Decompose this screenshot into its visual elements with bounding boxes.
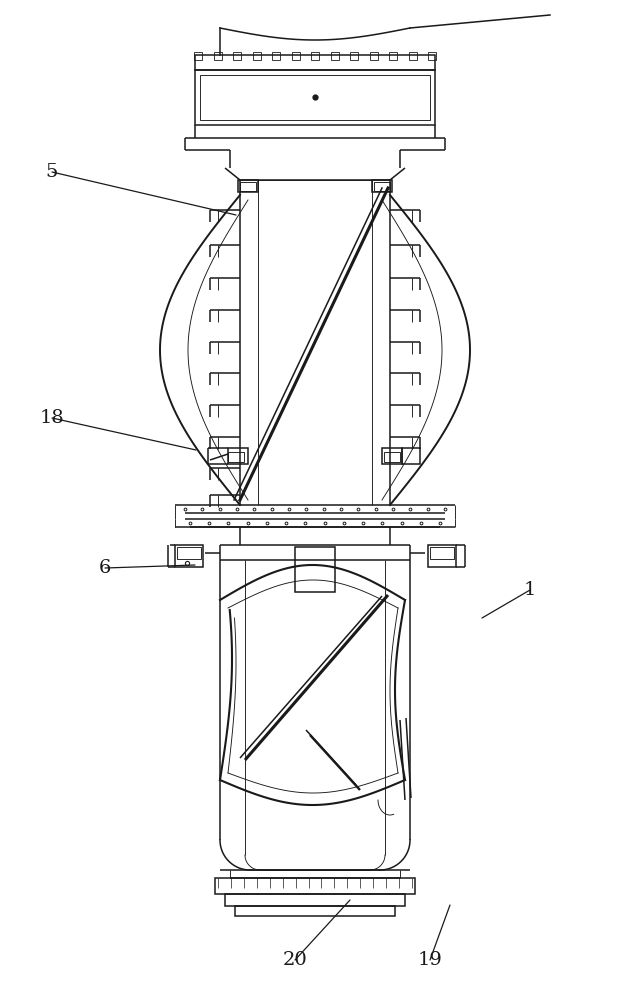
- Bar: [175, 545, 203, 567]
- Bar: [214, 52, 222, 60]
- Bar: [370, 52, 377, 60]
- Text: 19: 19: [418, 951, 442, 969]
- Bar: [253, 52, 260, 60]
- Bar: [428, 545, 456, 567]
- Bar: [430, 547, 454, 559]
- Bar: [195, 55, 435, 70]
- Bar: [240, 182, 256, 191]
- Bar: [228, 452, 244, 462]
- Text: 18: 18: [40, 409, 64, 427]
- Bar: [194, 52, 202, 60]
- Bar: [382, 448, 402, 464]
- Bar: [374, 182, 390, 191]
- Bar: [292, 52, 299, 60]
- Text: 20: 20: [283, 951, 307, 969]
- Bar: [295, 547, 335, 592]
- Bar: [408, 52, 416, 60]
- Bar: [225, 894, 405, 906]
- Bar: [428, 52, 436, 60]
- Bar: [372, 180, 392, 192]
- Bar: [331, 52, 338, 60]
- Bar: [384, 452, 400, 462]
- Bar: [238, 180, 258, 192]
- Bar: [350, 52, 358, 60]
- Bar: [402, 448, 420, 464]
- Bar: [389, 52, 397, 60]
- Bar: [177, 547, 201, 559]
- Bar: [200, 75, 430, 120]
- Text: 6: 6: [99, 559, 111, 577]
- Text: 5: 5: [46, 163, 58, 181]
- Bar: [311, 52, 319, 60]
- Bar: [233, 52, 241, 60]
- Bar: [228, 448, 248, 464]
- Bar: [235, 906, 395, 916]
- Bar: [215, 878, 415, 894]
- Bar: [272, 52, 280, 60]
- Text: 1: 1: [524, 581, 536, 599]
- Bar: [195, 70, 435, 125]
